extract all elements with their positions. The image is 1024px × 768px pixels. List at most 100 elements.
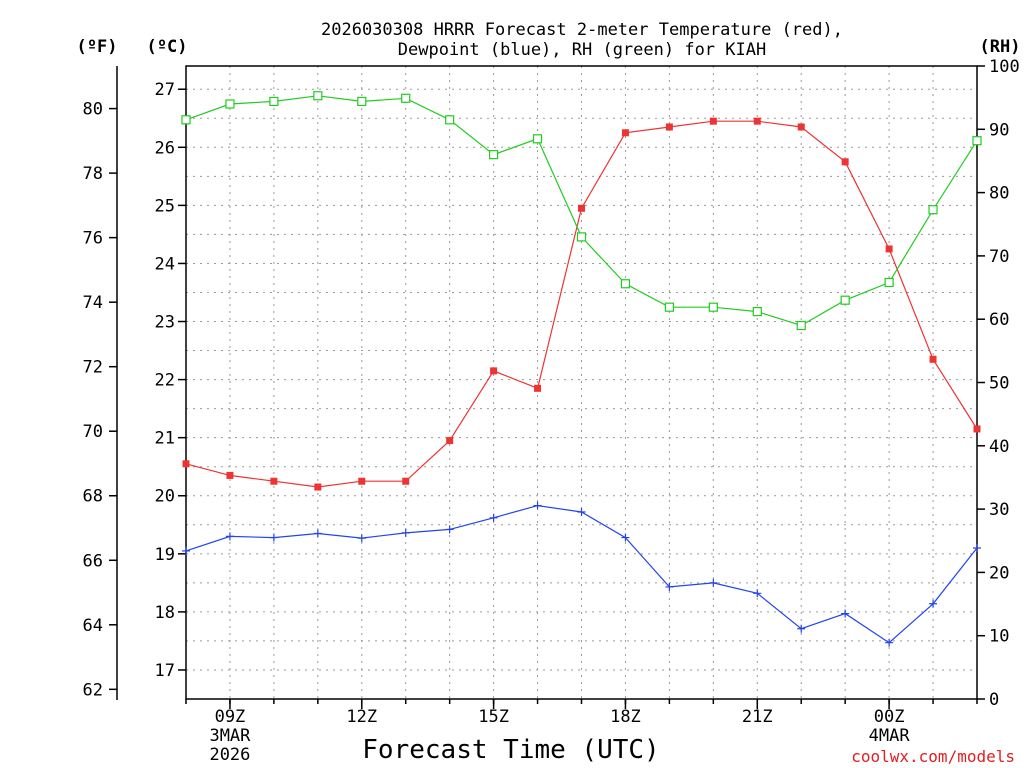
rh-point [620, 279, 631, 289]
fahrenheit-tick-label: 74 [83, 293, 103, 313]
temperature-point [534, 384, 542, 392]
dewpoint-point [489, 513, 498, 522]
rh-tick-label: 0 [989, 690, 999, 710]
fahrenheit-tick-label: 64 [83, 616, 103, 636]
rh-point [884, 277, 894, 288]
rh-point [928, 205, 938, 215]
fahrenheit-tick-label: 70 [83, 422, 103, 442]
dewpoint-point [665, 582, 674, 591]
temperature-point [182, 460, 190, 468]
x-axis-label: Forecast Time (UTC) [362, 735, 659, 765]
fahrenheit-unit-label: (ºF) [77, 37, 118, 57]
rh-point [840, 295, 850, 305]
celsius-tick-label: 20 [155, 487, 175, 507]
x-tick-label: 15Z [478, 707, 509, 727]
celsius-tick-label: 22 [155, 371, 175, 391]
temperature-point [270, 477, 278, 485]
rh-tick-label: 90 [989, 120, 1009, 140]
temperature-point [885, 245, 893, 253]
x-tick-label: 21Z [742, 707, 773, 727]
temperature-point [402, 477, 410, 485]
fahrenheit-tick-label: 72 [83, 358, 103, 378]
temperature-point [753, 117, 761, 125]
rh-point [181, 115, 191, 125]
dewpoint-point [797, 624, 806, 633]
fahrenheit-tick-label: 80 [83, 100, 103, 120]
celsius-tick-label: 23 [155, 313, 175, 333]
fahrenheit-tick-label: 62 [83, 680, 103, 700]
rh-tick-label: 70 [989, 247, 1009, 267]
rh-unit-label: (RH) [980, 37, 1021, 57]
rh-point [532, 134, 543, 144]
rh-point [445, 115, 455, 125]
celsius-tick-label: 26 [155, 138, 175, 158]
fahrenheit-tick-label: 76 [83, 229, 103, 249]
celsius-tick-label: 18 [155, 603, 175, 623]
rh-point [972, 136, 982, 146]
rh-point [796, 320, 806, 331]
temperature-point [665, 123, 673, 131]
x-tick-date-label: 3MAR [209, 726, 251, 746]
dewpoint-point [357, 534, 366, 543]
rh-point [225, 99, 235, 109]
x-tick-date-label: 4MAR [869, 726, 911, 746]
dewpoint-point [929, 599, 938, 608]
temperature-point [841, 158, 849, 166]
celsius-tick-label: 21 [155, 429, 175, 449]
rh-point [489, 150, 499, 160]
rh-point [401, 93, 411, 103]
dewpoint-point [709, 578, 718, 587]
fahrenheit-tick-label: 66 [83, 551, 103, 571]
rh-point [708, 302, 718, 312]
celsius-unit-label: (ºC) [147, 37, 188, 57]
chart-title-line2: Dewpoint (blue), RH (green) for KIAH [398, 40, 766, 60]
dewpoint-point [182, 546, 190, 555]
temperature-point [797, 123, 805, 131]
celsius-tick-label: 19 [155, 545, 175, 565]
rh-tick-label: 50 [989, 374, 1009, 394]
rh-point [313, 91, 323, 101]
fahrenheit-tick-label: 78 [83, 164, 103, 184]
rh-tick-label: 100 [989, 57, 1020, 77]
chart-title-line1: 2026030308 HRRR Forecast 2-meter Tempera… [321, 20, 843, 40]
temperature-point [709, 117, 717, 125]
dewpoint-point [841, 609, 850, 618]
temperature-point [226, 471, 234, 479]
dewpoint-point [577, 508, 586, 517]
temperature-point [446, 437, 454, 445]
celsius-tick-label: 17 [155, 661, 175, 681]
celsius-tick-label: 27 [155, 80, 175, 100]
rh-tick-label: 20 [989, 563, 1009, 583]
dewpoint-point [445, 525, 454, 534]
credit-label: coolwx.com/models [851, 747, 1015, 766]
rh-tick-label: 30 [989, 500, 1009, 520]
series [181, 91, 982, 647]
temperature-point [358, 477, 366, 485]
dewpoint-point [973, 544, 981, 553]
dewpoint-point [269, 533, 278, 542]
dewpoint-point [533, 501, 542, 510]
x-tick-label: 18Z [610, 707, 641, 727]
rh-point [664, 302, 674, 312]
rh-tick-label: 40 [989, 437, 1009, 457]
x-tick-year-label: 2026 [209, 745, 250, 765]
rh-point [752, 307, 762, 317]
x-tick-label: 12Z [346, 707, 377, 727]
axis-ticks: 17 18 19 20 21 22 23 24 25 26 27 62 64 66 68 70 72 74 76 78… [83, 57, 1020, 765]
temperature-point [929, 355, 937, 363]
temperature-point [621, 129, 629, 137]
fahrenheit-tick-label: 68 [83, 487, 103, 507]
dewpoint-point [621, 533, 630, 542]
rh-point [269, 96, 279, 107]
temperature-point [490, 367, 498, 375]
rh-tick-label: 10 [989, 627, 1009, 647]
temperature-point [578, 204, 585, 212]
temperature-point [973, 425, 981, 433]
dewpoint-point [313, 529, 322, 538]
dewpoint-point [885, 638, 894, 647]
rh-point [576, 232, 587, 242]
x-tick-label: 00Z [874, 707, 905, 727]
dewpoint-point [753, 589, 762, 598]
dewpoint-line [185, 504, 978, 644]
